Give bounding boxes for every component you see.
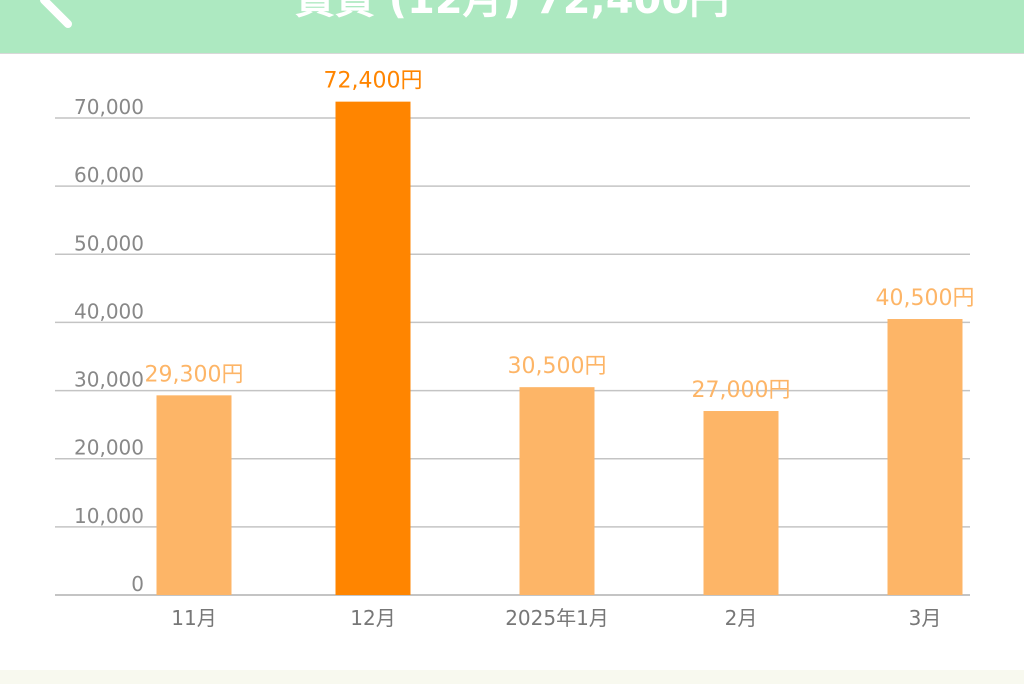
data-label: 27,000円 [692,378,791,403]
y-tick-label: 40,000 [74,299,144,323]
data-label: 30,500円 [508,354,607,379]
x-tick-label: 2025年1月 [505,606,609,630]
bar-chart: 0 10,000 20,000 30,000 40,000 50,000 60,000 70,… [55,69,975,630]
data-label: 29,300円 [145,362,244,387]
data-label: 72,400円 [324,69,423,94]
x-tick-label: 12月 [350,606,395,630]
y-tick-label: 60,000 [74,163,144,187]
bar[interactable] [703,411,779,595]
y-tick-label: 70,000 [74,95,144,119]
page-title: 賃貸 (12月) 72,400円 [294,0,730,23]
header-divider [0,53,1024,54]
bar[interactable] [156,395,232,595]
footer-strip [0,670,1024,684]
y-tick-label: 10,000 [74,504,144,528]
chevron-left-icon[interactable] [28,0,88,30]
bar[interactable] [887,319,963,595]
bar[interactable] [335,101,411,595]
data-label: 40,500円 [876,286,975,311]
bar[interactable] [519,387,595,595]
x-tick-label: 3月 [909,606,942,630]
y-tick-label: 50,000 [74,231,144,255]
x-tick-label: 2月 [725,606,758,630]
y-tick-label: 20,000 [74,436,144,460]
y-tick-label: 30,000 [74,368,144,392]
x-tick-label: 11月 [171,606,216,630]
y-tick-label: 0 [131,572,144,596]
header-bar: 賃貸 (12月) 72,400円 [0,0,1024,54]
